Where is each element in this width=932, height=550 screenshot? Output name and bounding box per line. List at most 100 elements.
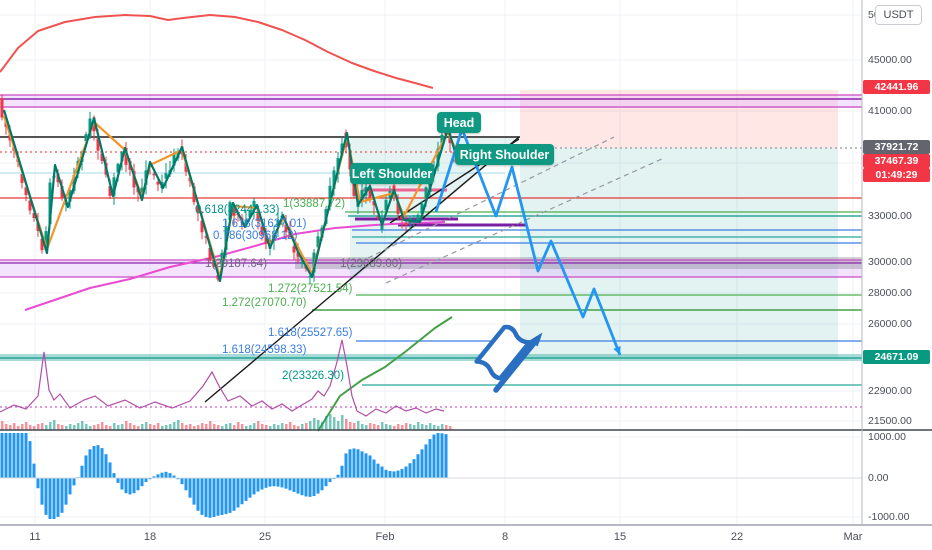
candle-body[interactable] xyxy=(164,173,168,179)
histogram-bar[interactable] xyxy=(120,478,124,490)
fib-level-label[interactable]: 1.618(25527.65) xyxy=(268,327,353,339)
volume-bar[interactable] xyxy=(141,424,144,430)
histogram-bar[interactable] xyxy=(132,478,136,494)
candle-body[interactable] xyxy=(68,190,72,202)
volume-bar[interactable] xyxy=(81,421,84,430)
volume-bar[interactable] xyxy=(49,422,52,430)
candle-body[interactable] xyxy=(416,214,420,222)
histogram-bar[interactable] xyxy=(176,478,180,480)
candle-body[interactable] xyxy=(420,203,424,214)
histogram-bar[interactable] xyxy=(412,459,416,478)
volume-bar[interactable] xyxy=(225,424,228,430)
histogram-bar[interactable] xyxy=(308,478,312,497)
histogram-bar[interactable] xyxy=(100,448,104,478)
volume-bar[interactable] xyxy=(253,423,256,430)
histogram-bar[interactable] xyxy=(220,478,224,515)
fib-level-label[interactable]: 1(29089.00) xyxy=(340,258,403,270)
dashed-channel-line[interactable] xyxy=(385,157,665,284)
histogram-bar[interactable] xyxy=(172,475,176,478)
candle-body[interactable] xyxy=(24,187,28,196)
volume-bar[interactable] xyxy=(89,426,92,430)
volume-bar[interactable] xyxy=(129,423,132,430)
histogram-bar[interactable] xyxy=(268,478,272,487)
histogram-bar[interactable] xyxy=(252,478,256,495)
volume-bar[interactable] xyxy=(29,425,32,430)
candle-body[interactable] xyxy=(368,188,372,200)
volume-bar[interactable] xyxy=(285,424,288,430)
histogram-bar[interactable] xyxy=(292,478,296,492)
candle-body[interactable] xyxy=(440,134,444,144)
volume-bar[interactable] xyxy=(105,425,108,430)
volume-bar[interactable] xyxy=(117,425,120,430)
histogram-bar[interactable] xyxy=(40,478,44,505)
currency-unit-button[interactable]: USDT xyxy=(875,5,922,25)
volume-bar[interactable] xyxy=(421,424,424,430)
histogram-bar[interactable] xyxy=(384,469,388,478)
histogram-bar[interactable] xyxy=(164,471,168,478)
histogram-bar[interactable] xyxy=(228,478,232,513)
projection-arrowhead[interactable] xyxy=(613,346,621,355)
histogram-bar[interactable] xyxy=(152,476,156,478)
candle-body[interactable] xyxy=(192,186,196,203)
histogram-bar[interactable] xyxy=(124,478,128,494)
volume-bar[interactable] xyxy=(261,424,264,430)
candle-body[interactable] xyxy=(152,173,156,176)
volume-bar[interactable] xyxy=(101,422,104,430)
candle-body[interactable] xyxy=(0,98,4,118)
fib-level-label[interactable]: 0.618(32443.33) xyxy=(195,204,280,216)
volume-bar[interactable] xyxy=(365,425,368,430)
volume-bar[interactable] xyxy=(241,424,244,430)
candle-body[interactable] xyxy=(172,154,176,166)
volume-bar[interactable] xyxy=(133,425,136,430)
histogram-bar[interactable] xyxy=(4,433,8,478)
oscillator-line[interactable] xyxy=(0,339,445,417)
volume-bar[interactable] xyxy=(21,424,24,430)
volume-bar[interactable] xyxy=(337,421,340,430)
candle-body[interactable] xyxy=(228,202,232,220)
candle-body[interactable] xyxy=(296,252,300,257)
histogram-bar[interactable] xyxy=(56,478,60,517)
flag-tip[interactable] xyxy=(529,329,547,347)
histogram-bar[interactable] xyxy=(336,474,340,478)
candle-body[interactable] xyxy=(204,236,208,238)
volume-bar[interactable] xyxy=(161,426,164,430)
left-shoulder-label[interactable]: Left Shoulder xyxy=(350,163,434,184)
histogram-bar[interactable] xyxy=(316,478,320,494)
histogram-bar[interactable] xyxy=(112,473,116,478)
histogram-bar[interactable] xyxy=(296,478,300,494)
histogram-bar[interactable] xyxy=(272,478,276,487)
volume-bar[interactable] xyxy=(5,424,8,430)
fib-level-label[interactable]: 0.786(30968.12) xyxy=(213,230,298,242)
volume-bar[interactable] xyxy=(341,415,344,430)
candle-body[interactable] xyxy=(400,216,404,220)
candle-body[interactable] xyxy=(252,200,256,210)
histogram-bar[interactable] xyxy=(404,466,408,478)
volume-bar[interactable] xyxy=(93,425,96,430)
candle-body[interactable] xyxy=(384,199,388,211)
volume-bar[interactable] xyxy=(329,414,332,430)
histogram-bar[interactable] xyxy=(20,433,24,478)
candle-body[interactable] xyxy=(84,134,88,142)
histogram-bar[interactable] xyxy=(344,453,348,478)
histogram-bar[interactable] xyxy=(432,434,436,478)
histogram-bar[interactable] xyxy=(356,449,360,478)
volume-bar[interactable] xyxy=(145,422,148,430)
volume-bar[interactable] xyxy=(53,420,56,430)
histogram-bar[interactable] xyxy=(212,478,216,517)
histogram-bar[interactable] xyxy=(264,478,268,488)
histogram-bar[interactable] xyxy=(416,454,420,478)
histogram-bar[interactable] xyxy=(440,433,444,478)
volume-bar[interactable] xyxy=(125,421,128,430)
histogram-bar[interactable] xyxy=(340,465,344,478)
volume-bar[interactable] xyxy=(393,426,396,430)
histogram-bar[interactable] xyxy=(84,455,88,478)
candle-body[interactable] xyxy=(284,224,288,233)
candle-body[interactable] xyxy=(48,182,52,225)
candle-body[interactable] xyxy=(112,177,116,196)
volume-bar[interactable] xyxy=(237,422,240,430)
volume-bar[interactable] xyxy=(445,425,448,430)
volume-bar[interactable] xyxy=(321,422,324,430)
volume-bar[interactable] xyxy=(229,423,232,430)
histogram-bar[interactable] xyxy=(348,449,352,478)
